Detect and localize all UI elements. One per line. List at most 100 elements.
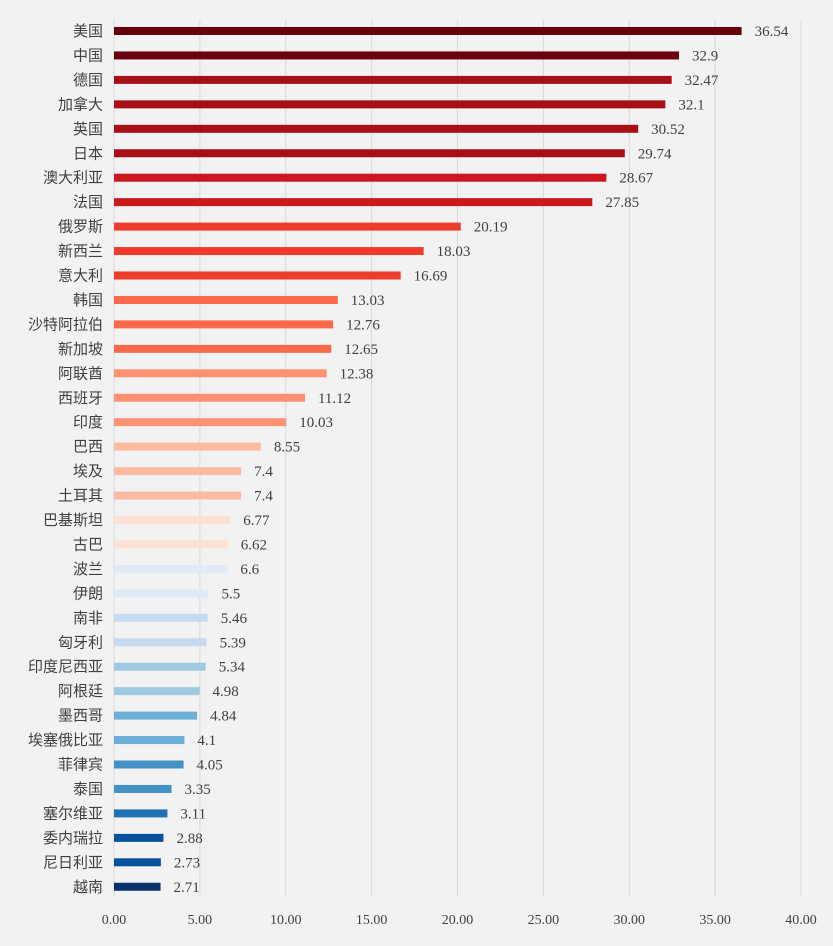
bar xyxy=(114,173,607,182)
bar xyxy=(114,222,461,231)
bar xyxy=(114,75,672,84)
value-label: 32.1 xyxy=(678,97,704,113)
value-label: 27.85 xyxy=(605,195,639,211)
value-label: 5.5 xyxy=(221,586,240,602)
value-label: 5.34 xyxy=(219,660,246,676)
value-label: 29.74 xyxy=(638,146,672,162)
gridlines xyxy=(113,20,802,897)
value-label: 20.19 xyxy=(474,220,508,236)
value-label: 4.84 xyxy=(210,709,237,725)
category-label: 埃及 xyxy=(73,463,103,480)
category-label: 土耳其 xyxy=(58,488,103,505)
category-label: 阿根廷 xyxy=(58,683,103,700)
category-label: 阿联酋 xyxy=(58,364,103,382)
value-label: 13.03 xyxy=(351,293,385,309)
x-tick-label: 40.00 xyxy=(785,913,817,928)
bar xyxy=(114,247,424,256)
value-label: 10.03 xyxy=(299,415,333,431)
value-label: 4.05 xyxy=(197,758,223,774)
bar xyxy=(114,418,287,427)
category-label: 印度尼西亚 xyxy=(28,659,103,676)
bar xyxy=(114,809,168,818)
category-label: 菲律宾 xyxy=(58,757,103,774)
bar xyxy=(114,369,327,378)
bar xyxy=(114,687,200,696)
category-label: 伊朗 xyxy=(73,585,103,602)
bar xyxy=(114,711,198,720)
bar xyxy=(114,736,185,745)
value-label: 32.9 xyxy=(692,48,718,64)
value-label: 6.77 xyxy=(243,513,270,529)
value-label: 3.11 xyxy=(180,806,206,822)
bar xyxy=(114,124,639,133)
bar xyxy=(114,295,338,304)
category-label: 意大利 xyxy=(58,267,103,285)
value-labels: 36.54 32.9 32.47 32.1 30.52 29.74 28.67 27.85 20… xyxy=(174,24,789,896)
category-label: 越南 xyxy=(73,879,103,896)
bar xyxy=(114,662,206,671)
x-tick-label: 10.00 xyxy=(270,913,302,928)
bar xyxy=(114,760,184,769)
bar xyxy=(114,589,209,598)
category-label: 新西兰 xyxy=(58,243,103,260)
category-label: 尼日利亚 xyxy=(43,854,103,871)
value-label: 8.55 xyxy=(274,440,300,456)
category-label: 墨西哥 xyxy=(58,709,103,725)
x-tick-label: 5.00 xyxy=(188,913,213,928)
value-label: 7.4 xyxy=(254,464,273,480)
value-label: 16.69 xyxy=(414,269,448,285)
category-label: 韩国 xyxy=(73,292,103,309)
value-label: 6.62 xyxy=(241,537,267,553)
bar xyxy=(114,344,332,353)
bar xyxy=(114,442,261,451)
bar xyxy=(114,613,208,622)
category-label: 沙特阿拉伯 xyxy=(28,316,103,333)
bar xyxy=(114,882,161,891)
category-label: 埃塞俄比亚 xyxy=(28,731,103,749)
value-label: 12.65 xyxy=(344,342,378,358)
category-label: 泰国 xyxy=(73,781,103,798)
value-label: 36.54 xyxy=(755,24,789,40)
category-labels: 美国中国德国加拿大英国日本澳大利亚法国俄罗斯新西兰意大利韩国沙特阿拉伯新加坡阿联… xyxy=(28,23,103,896)
bar xyxy=(114,858,161,867)
category-label: 俄罗斯 xyxy=(58,219,103,236)
value-label: 18.03 xyxy=(437,244,471,260)
category-label: 美国 xyxy=(73,23,103,40)
category-label: 德国 xyxy=(73,71,103,89)
bar xyxy=(114,516,231,524)
bar xyxy=(114,467,242,476)
bar xyxy=(114,198,593,207)
category-label: 西班牙 xyxy=(58,390,103,407)
bar xyxy=(114,100,666,109)
category-label: 南非 xyxy=(73,610,103,627)
category-label: 古巴 xyxy=(73,536,103,553)
value-label: 5.46 xyxy=(221,611,248,627)
category-label: 英国 xyxy=(73,120,103,138)
category-label: 日本 xyxy=(73,145,103,162)
value-label: 32.47 xyxy=(685,73,719,89)
x-tick-label: 35.00 xyxy=(699,913,731,928)
category-label: 委内瑞拉 xyxy=(43,830,103,847)
bar xyxy=(114,271,401,280)
bar xyxy=(114,393,305,402)
value-label: 5.39 xyxy=(220,635,246,651)
value-label: 2.88 xyxy=(176,831,202,847)
value-label: 30.52 xyxy=(651,122,685,138)
x-tick-label: 20.00 xyxy=(442,913,474,928)
bar xyxy=(114,833,164,842)
value-label: 2.73 xyxy=(174,855,200,871)
category-label: 巴西 xyxy=(73,440,103,456)
category-label: 塞尔维亚 xyxy=(43,804,103,822)
value-label: 4.98 xyxy=(213,684,239,700)
x-tick-label: 25.00 xyxy=(528,913,560,928)
category-label: 中国 xyxy=(73,47,103,64)
bar xyxy=(114,784,172,793)
category-label: 印度 xyxy=(73,414,103,431)
category-label: 澳大利亚 xyxy=(43,170,103,187)
value-label: 2.71 xyxy=(174,880,200,896)
category-label: 加拿大 xyxy=(58,95,103,113)
bar xyxy=(114,320,334,329)
value-label: 4.1 xyxy=(197,733,216,749)
category-label: 新加坡 xyxy=(58,341,103,358)
bar xyxy=(114,149,625,158)
